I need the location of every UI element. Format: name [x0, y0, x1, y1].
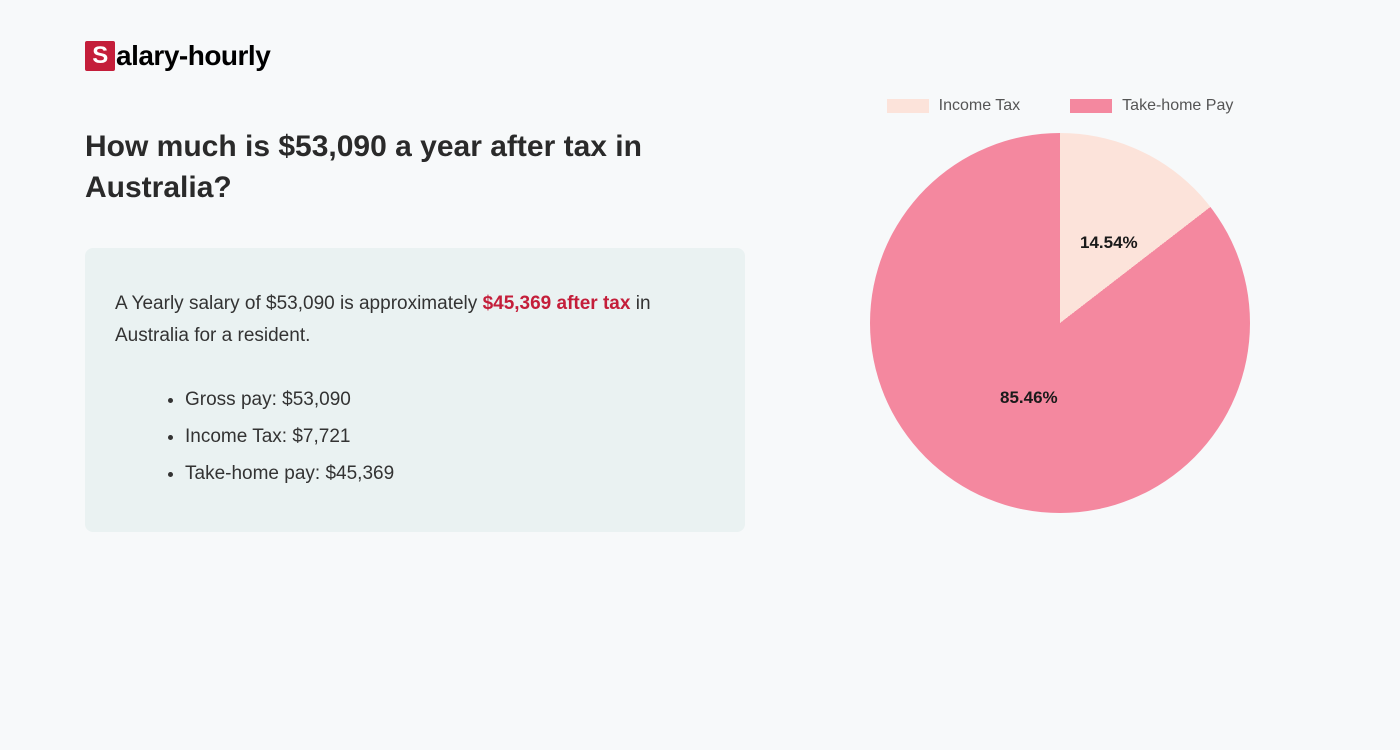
logo-icon: S	[85, 41, 115, 71]
legend-swatch	[1070, 99, 1112, 113]
pie-chart: 14.54% 85.46%	[870, 133, 1250, 513]
summary-text: A Yearly salary of $53,090 is approximat…	[115, 288, 715, 353]
brand-logo: Salary-hourly	[85, 40, 1315, 72]
pie-circle	[870, 133, 1250, 513]
slice-label-income-tax: 14.54%	[1080, 233, 1138, 253]
breakdown-list: Gross pay: $53,090 Income Tax: $7,721 Ta…	[115, 381, 715, 492]
slice-label-take-home: 85.46%	[1000, 388, 1058, 408]
logo-text: alary-hourly	[116, 40, 270, 72]
legend-swatch	[887, 99, 929, 113]
legend-label: Take-home Pay	[1122, 97, 1233, 115]
summary-highlight: $45,369 after tax	[483, 293, 631, 314]
page-title: How much is $53,090 a year after tax in …	[85, 127, 745, 208]
chart-legend: Income Tax Take-home Pay	[887, 97, 1234, 115]
list-item: Take-home pay: $45,369	[185, 455, 715, 492]
legend-item-take-home: Take-home Pay	[1070, 97, 1233, 115]
legend-label: Income Tax	[939, 97, 1021, 115]
list-item: Gross pay: $53,090	[185, 381, 715, 418]
summary-box: A Yearly salary of $53,090 is approximat…	[85, 248, 745, 532]
list-item: Income Tax: $7,721	[185, 418, 715, 455]
summary-prefix: A Yearly salary of $53,090 is approximat…	[115, 293, 483, 314]
legend-item-income-tax: Income Tax	[887, 97, 1021, 115]
